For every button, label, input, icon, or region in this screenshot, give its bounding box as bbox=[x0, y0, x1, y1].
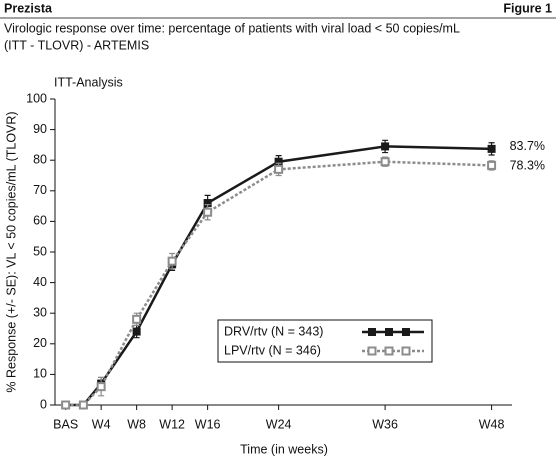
panel-label: ITT-Analysis bbox=[54, 75, 123, 89]
point bbox=[132, 314, 142, 324]
y-tick-label: 50 bbox=[33, 244, 47, 258]
y-axis-label: % Response (+/- SE): VL < 50 copies/mL (… bbox=[4, 111, 18, 392]
x-tick-label: W4 bbox=[92, 417, 111, 431]
chart-subtitle: (ITT - TLOVR) - ARTEMIS bbox=[4, 38, 149, 52]
point bbox=[274, 164, 284, 174]
y-tick-label: 0 bbox=[40, 397, 47, 411]
x-axis-label: Time (in weeks) bbox=[240, 442, 328, 456]
x-tick-label: W36 bbox=[372, 417, 398, 431]
legend-marker bbox=[402, 328, 410, 336]
chart-title: Virologic response over time: percentage… bbox=[4, 21, 460, 35]
x-tick-label: W8 bbox=[127, 417, 146, 431]
y-tick-label: 10 bbox=[33, 367, 47, 381]
point bbox=[61, 400, 71, 410]
value-label: 83.7% bbox=[510, 139, 545, 153]
y-tick-label: 60 bbox=[33, 214, 47, 228]
legend-label: DRV/rtv (N = 343) bbox=[224, 324, 323, 338]
x-tick-label: W48 bbox=[479, 417, 505, 431]
y-tick-label: 20 bbox=[33, 336, 47, 350]
y-tick-label: 30 bbox=[33, 305, 47, 319]
y-tick-label: 80 bbox=[33, 152, 47, 166]
point bbox=[96, 382, 106, 392]
legend-marker bbox=[385, 328, 393, 336]
legend-marker bbox=[384, 346, 394, 356]
x-tick-label: W24 bbox=[266, 417, 292, 431]
point bbox=[203, 207, 213, 217]
figure-label: Figure 1 bbox=[503, 1, 552, 15]
point bbox=[132, 327, 141, 336]
legend-label: LPV/rtv (N = 346) bbox=[224, 343, 321, 357]
y-tick-label: 90 bbox=[33, 122, 47, 136]
y-tick-label: 70 bbox=[33, 183, 47, 197]
point bbox=[380, 157, 390, 167]
value-label: 78.3% bbox=[510, 159, 545, 173]
point bbox=[78, 400, 88, 410]
x-tick-label: W16 bbox=[195, 417, 221, 431]
point bbox=[487, 160, 497, 170]
series-line bbox=[65, 160, 492, 407]
legend-marker bbox=[367, 346, 377, 356]
point bbox=[487, 144, 496, 153]
x-tick-label: W12 bbox=[159, 417, 185, 431]
legend-marker bbox=[401, 346, 411, 356]
legend-marker bbox=[368, 328, 376, 336]
legend-box bbox=[217, 319, 433, 363]
point bbox=[381, 142, 390, 151]
y-tick-label: 40 bbox=[33, 275, 47, 289]
series-line bbox=[65, 145, 492, 407]
x-tick-label: BAS bbox=[53, 417, 78, 431]
header: Prezista bbox=[4, 1, 53, 15]
point bbox=[167, 256, 177, 266]
y-tick-label: 100 bbox=[26, 91, 47, 105]
